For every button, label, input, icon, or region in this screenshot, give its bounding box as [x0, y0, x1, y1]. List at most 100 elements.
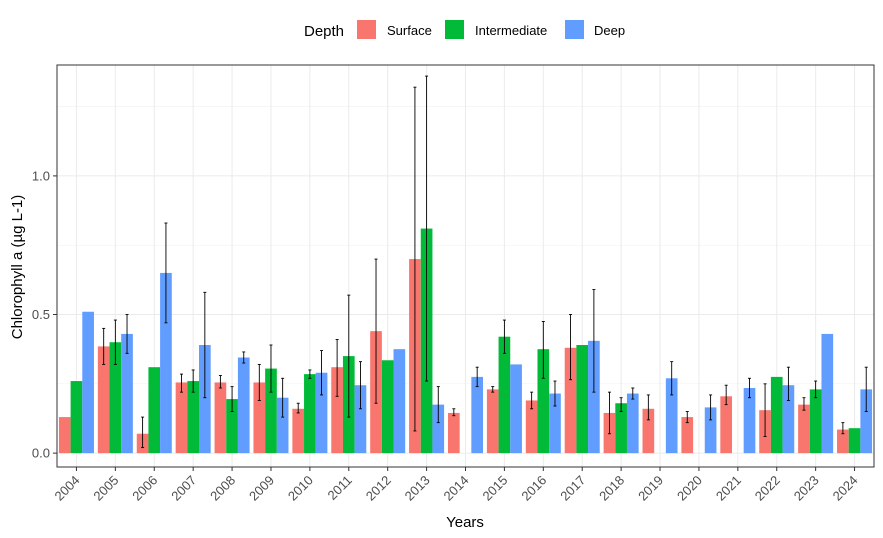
bar-surface-2011: [331, 367, 343, 454]
bar-intermediate-2004: [70, 381, 83, 454]
bar-deep-2019: [665, 378, 678, 454]
y-tick-label: 0.0: [32, 446, 50, 461]
x-tick-label: 2013: [402, 473, 433, 504]
error-bar-deep-2021: [748, 377, 752, 399]
plot-panel-border: [56, 64, 875, 468]
error-bar-intermediate-2016: [541, 320, 545, 379]
bar-intermediate-2018: [615, 403, 627, 454]
x-tick-label: 2017: [557, 473, 588, 504]
x-tick-label: 2016: [518, 473, 549, 504]
bar-deep-2024: [860, 389, 873, 454]
bar-surface-2007: [175, 382, 188, 454]
x-tick-label: 2008: [207, 473, 238, 504]
bar-deep-2011: [354, 385, 367, 454]
error-bar-surface-2017: [569, 314, 573, 381]
bar-intermediate-2006: [148, 367, 161, 454]
error-bar-surface-2006: [141, 416, 145, 449]
error-bar-deep-2013: [436, 386, 440, 424]
bar-intermediate-2016: [537, 349, 550, 454]
error-bar-surface-2012: [374, 258, 378, 404]
bar-intermediate-2007: [187, 381, 200, 454]
bar-surface-2023: [798, 404, 810, 454]
y-tick-label: 0.5: [32, 307, 50, 322]
error-bar-surface-2014: [452, 408, 456, 417]
bar-deep-2006: [160, 272, 172, 454]
error-bar-surface-2022: [763, 383, 767, 437]
x-tick-label: 2022: [752, 473, 783, 504]
error-bar-surface-2009: [257, 363, 261, 401]
bar-intermediate-2023: [809, 389, 822, 454]
bar-surface-2009: [253, 382, 266, 454]
bar-intermediate-2017: [576, 345, 589, 454]
bar-deep-2004: [82, 311, 94, 454]
error-bar-surface-2023: [802, 397, 806, 411]
error-bar-deep-2022: [786, 366, 790, 401]
bar-surface-2016: [525, 400, 538, 454]
bar-deep-2012: [393, 349, 406, 454]
error-bar-intermediate-2010: [308, 369, 312, 379]
bar-deep-2017: [588, 340, 600, 454]
error-bar-surface-2008: [218, 375, 222, 389]
bar-intermediate-2008: [226, 399, 238, 454]
error-bar-intermediate-2011: [347, 294, 351, 418]
bar-surface-2015: [486, 389, 499, 454]
error-bar-deep-2017: [592, 289, 596, 393]
error-bar-surface-2011: [335, 339, 339, 397]
bar-intermediate-2012: [381, 360, 394, 454]
bar-deep-2023: [821, 333, 834, 454]
error-bar-surface-2013: [413, 86, 417, 432]
error-bar-intermediate-2005: [113, 319, 117, 365]
error-bar-surface-2020: [685, 411, 689, 424]
error-bar-deep-2010: [320, 350, 324, 396]
error-bar-intermediate-2023: [814, 380, 818, 399]
x-tick-label: 2024: [830, 473, 861, 504]
x-tick-label: 2009: [246, 473, 277, 504]
bar-surface-2017: [564, 347, 577, 454]
bar-deep-2014: [471, 376, 484, 454]
bar-intermediate-2010: [304, 374, 316, 454]
x-tick-label: 2004: [52, 473, 83, 504]
x-tick-label: 2014: [441, 473, 472, 504]
legend-title: Depth: [304, 23, 344, 40]
error-bar-deep-2019: [670, 361, 674, 396]
x-tick-label: 2006: [129, 473, 160, 504]
x-axis-title: Years: [446, 514, 484, 531]
error-bar-deep-2016: [553, 380, 557, 407]
error-bar-deep-2011: [358, 361, 362, 410]
x-tick-label: 2005: [90, 473, 121, 504]
error-bar-intermediate-2015: [502, 319, 506, 354]
error-bar-deep-2006: [164, 222, 168, 324]
legend-swatch-surface: [357, 20, 376, 39]
bar-surface-2004: [58, 417, 71, 454]
error-bar-surface-2019: [646, 394, 650, 421]
bar-intermediate-2024: [848, 428, 861, 454]
bar-deep-2016: [549, 393, 561, 454]
bar-surface-2021: [720, 396, 732, 454]
error-bar-deep-2007: [203, 291, 207, 399]
x-tick-label: 2007: [168, 473, 199, 504]
error-bar-deep-2018: [631, 387, 635, 400]
bar-intermediate-2005: [109, 342, 122, 454]
error-bar-deep-2008: [242, 351, 246, 364]
bar-deep-2010: [315, 372, 328, 454]
error-bar-surface-2021: [724, 384, 728, 406]
bar-surface-2014: [447, 412, 460, 454]
bar-deep-2018: [626, 393, 639, 454]
x-tick-label: 2023: [791, 473, 822, 504]
bar-deep-2013: [432, 404, 445, 454]
bar-deep-2009: [276, 397, 289, 454]
error-bar-intermediate-2013: [425, 75, 429, 382]
legend-swatch-deep: [565, 20, 584, 39]
error-bar-intermediate-2018: [619, 397, 623, 413]
legend-label-deep: Deep: [594, 23, 625, 38]
x-tick-label: 2011: [325, 473, 355, 503]
bar-surface-2024: [837, 429, 849, 454]
bar-surface-2010: [292, 408, 305, 454]
x-tick-label: 2018: [596, 473, 627, 504]
error-bar-surface-2005: [102, 327, 106, 365]
error-bar-intermediate-2008: [230, 386, 234, 413]
legend-label-intermediate: Intermediate: [475, 23, 547, 38]
error-bar-surface-2010: [296, 402, 300, 414]
x-tick-label: 2019: [635, 473, 666, 504]
